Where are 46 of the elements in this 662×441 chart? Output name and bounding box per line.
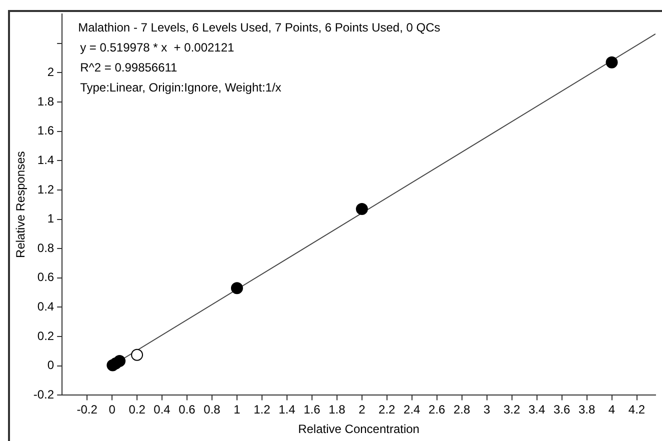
x-tick-label: 4.2 xyxy=(628,402,646,417)
x-tick-label: 0.8 xyxy=(204,402,221,417)
point xyxy=(230,282,243,294)
annotation: Type:Linear, Origin:Ignore, Weight:1/x xyxy=(80,80,282,94)
point xyxy=(606,56,618,68)
x-tick-label: 3 xyxy=(484,402,490,417)
annotation: R^2 = 0.99856611 xyxy=(80,60,178,74)
x-tick-label: 1.4 xyxy=(278,402,296,417)
point xyxy=(356,203,368,215)
y-tick-label: 0.2 xyxy=(37,328,54,343)
point xyxy=(114,355,126,368)
x-tick-label: 3.8 xyxy=(578,402,596,417)
x-tick-label: 2.8 xyxy=(454,402,471,417)
y-tick-label: -0.2 xyxy=(33,388,54,402)
x-tick-label: -0.2 xyxy=(76,402,98,417)
x-tick-label: 3.4 xyxy=(528,402,546,417)
x-tick-label: 1 xyxy=(234,402,241,417)
y-tick-label: 1.8 xyxy=(37,94,54,108)
point xyxy=(131,348,144,361)
y-tick-label: 1.4 xyxy=(37,152,54,167)
text: Malathion - 7 Levels, 6 Levels Used, 7 Points, 6 Points Used, 0 QCs xyxy=(78,20,440,34)
x-tick-label: 0.4 xyxy=(154,402,171,417)
x-tick-label: 0.2 xyxy=(128,402,146,417)
annotation: y = 0.519978 * x + 0.002121 xyxy=(80,40,235,54)
y-axis-title: Relative Responses xyxy=(14,151,28,258)
x-tick-label: 0.6 xyxy=(178,402,196,417)
x-tick-label: 3.2 xyxy=(503,402,520,417)
x-tick-label: 1.6 xyxy=(304,402,321,417)
x-tick-label: 0 xyxy=(108,402,116,417)
y-tick-label: 0.4 xyxy=(37,300,54,314)
y-tick-label: 1.6 xyxy=(37,124,54,138)
x-tick-label: 3.6 xyxy=(553,402,570,417)
x-tick-label: 1.2 xyxy=(254,402,271,417)
y-tick-label: 1.2 xyxy=(37,182,54,196)
x-tick-label: 2.2 xyxy=(378,402,396,417)
x-tick-label: 2.4 xyxy=(404,402,421,417)
y-tick-label: 0 xyxy=(47,358,54,372)
y-tick-label: 2 xyxy=(47,64,54,79)
y-tick-label: 0.6 xyxy=(37,270,54,284)
y-tick-label: 1 xyxy=(47,212,54,226)
y-tick-label: 0.8 xyxy=(37,240,54,255)
x-tick-label: 2 xyxy=(358,402,366,417)
x-tick-label: 1.8 xyxy=(328,402,346,417)
x-axis-title: Relative Concentration xyxy=(298,422,420,436)
x-tick-label: 2.6 xyxy=(428,402,446,417)
x-tick-label: 4 xyxy=(608,402,616,417)
